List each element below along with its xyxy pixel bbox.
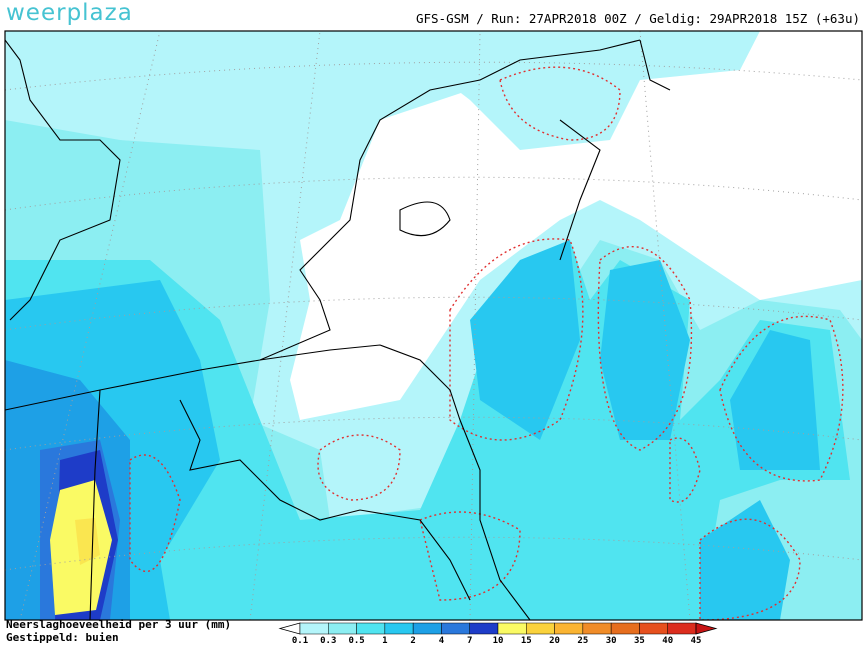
colorbar: 0.1 0.3 0.5 1 2 4 7 10 15 20 25 30 35 40 45 bbox=[278, 622, 718, 646]
colorbar-bin bbox=[328, 622, 357, 635]
colorbar-label: 0.5 bbox=[348, 636, 364, 646]
colorbar-label: 4 bbox=[439, 636, 445, 646]
colorbar-bin bbox=[384, 622, 414, 635]
precipitation-field bbox=[5, 31, 862, 620]
colorbar-bin bbox=[441, 622, 470, 635]
colorbar-bin bbox=[554, 622, 584, 635]
colorbar-label: 7 bbox=[467, 636, 472, 646]
colorbar-label: 0.1 bbox=[292, 636, 308, 646]
colorbar-bin bbox=[497, 622, 527, 635]
colorbar-bin bbox=[610, 622, 640, 635]
colorbar-high bbox=[695, 622, 718, 635]
run-header: GFS-GSM / Run: 27APR2018 00Z / Geldig: 2… bbox=[416, 11, 860, 26]
colorbar-label: 15 bbox=[521, 636, 532, 646]
colorbar-label: 20 bbox=[549, 636, 560, 646]
colorbar-bin bbox=[299, 622, 329, 635]
colorbar-bin bbox=[639, 622, 668, 635]
colorbar-bin bbox=[526, 622, 555, 635]
colorbar-label: 25 bbox=[577, 636, 588, 646]
colorbar-label: 2 bbox=[410, 636, 415, 646]
legend-title: Neerslaghoeveelheid per 3 uur (mm) bbox=[6, 618, 231, 631]
map-frame bbox=[4, 30, 863, 621]
colorbar-label: 40 bbox=[662, 636, 673, 646]
colorbar-label: 1 bbox=[382, 636, 387, 646]
colorbar-bin bbox=[412, 622, 442, 635]
colorbar-label: 10 bbox=[493, 636, 504, 646]
colorbar-bin bbox=[356, 622, 386, 635]
colorbar-low bbox=[278, 622, 301, 635]
colorbar-bin bbox=[469, 622, 499, 635]
colorbar-label: 30 bbox=[606, 636, 617, 646]
colorbar-label: 45 bbox=[691, 636, 702, 646]
colorbar-label: 0.3 bbox=[320, 636, 336, 646]
logo: weerplaza bbox=[6, 0, 133, 26]
colorbar-bin bbox=[582, 622, 612, 635]
colorbar-bin bbox=[667, 622, 697, 635]
legend-subtitle: Gestippeld: buien bbox=[6, 631, 119, 644]
colorbar-label: 35 bbox=[634, 636, 645, 646]
